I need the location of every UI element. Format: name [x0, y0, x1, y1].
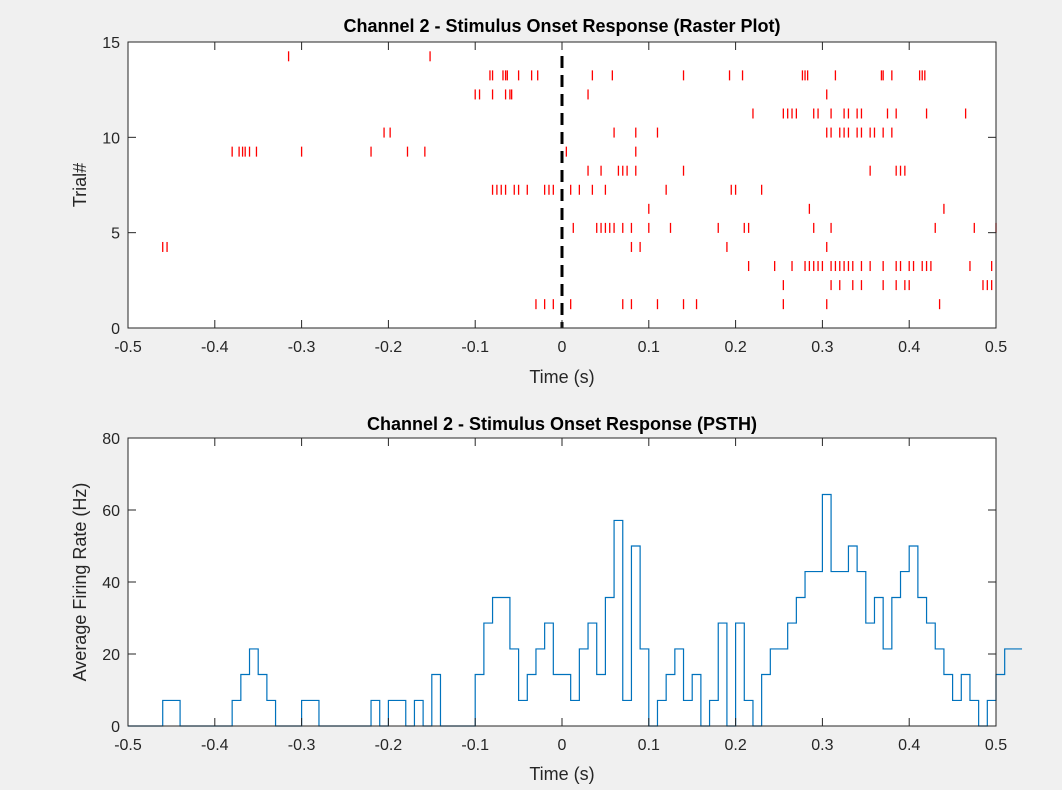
raster-xtick-label: -0.1 [461, 339, 489, 356]
psth-xtick-label: -0.5 [114, 737, 142, 754]
psth-xtick-label: 0.1 [638, 737, 660, 754]
raster-plot-area [128, 42, 996, 328]
raster-ytick-label: 15 [102, 35, 120, 52]
raster-xtick-label: -0.3 [288, 339, 316, 356]
psth-xtick-label: -0.3 [288, 737, 316, 754]
psth-ytick-label: 80 [102, 431, 120, 448]
raster-axes: -0.5 -0.4 -0.3 -0.2 -0.1 0 0.1 0.2 0.3 0.4 0.5 0 5 10… [70, 16, 1007, 387]
raster-ytick-label: 5 [111, 226, 120, 243]
psth-xtick-label: 0.4 [898, 737, 920, 754]
psth-xtick-label: 0.5 [985, 737, 1007, 754]
psth-ytick-label: 40 [102, 575, 120, 592]
psth-ytick-label: 20 [102, 647, 120, 664]
raster-xtick-label: -0.4 [201, 339, 229, 356]
raster-xtick-label: 0 [558, 339, 567, 356]
psth-y-label: Average Firing Rate (Hz) [70, 483, 90, 682]
raster-xtick-label: -0.2 [375, 339, 403, 356]
psth-ticks: -0.5 -0.4 -0.3 -0.2 -0.1 0 0.1 0.2 0.3 0.4 0.5 0 20 4… [102, 431, 1007, 754]
psth-xtick-label: 0 [558, 737, 567, 754]
psth-xtick-label: -0.2 [375, 737, 403, 754]
raster-x-label: Time (s) [529, 367, 594, 387]
raster-xtick-label: -0.5 [114, 339, 142, 356]
raster-ticks: -0.5 -0.4 -0.3 -0.2 -0.1 0 0.1 0.2 0.3 0.4 0.5 0 5 10… [102, 35, 1007, 356]
raster-ytick-label: 10 [102, 130, 120, 147]
psth-line [128, 493, 1023, 727]
raster-xtick-label: 0.5 [985, 339, 1007, 356]
psth-title: Channel 2 - Stimulus Onset Response (PST… [367, 414, 757, 434]
raster-title: Channel 2 - Stimulus Onset Response (Ras… [343, 16, 780, 36]
raster-xtick-label: 0.1 [638, 339, 660, 356]
raster-spikes [162, 51, 997, 310]
psth-plot-area [128, 438, 996, 726]
raster-ytick-label: 0 [111, 321, 120, 338]
psth-ytick-label: 60 [102, 503, 120, 520]
raster-xtick-label: 0.2 [724, 339, 746, 356]
raster-y-label: Trial# [70, 163, 90, 207]
psth-xtick-label: -0.1 [461, 737, 489, 754]
raster-xtick-label: 0.4 [898, 339, 920, 356]
raster-xtick-label: 0.3 [811, 339, 833, 356]
psth-xtick-label: 0.3 [811, 737, 833, 754]
psth-xtick-label: 0.2 [724, 737, 746, 754]
psth-ytick-label: 0 [111, 719, 120, 736]
psth-axes: -0.5 -0.4 -0.3 -0.2 -0.1 0 0.1 0.2 0.3 0.4 0.5 0 20 4… [70, 414, 1023, 784]
psth-xtick-label: -0.4 [201, 737, 229, 754]
psth-x-label: Time (s) [529, 764, 594, 784]
